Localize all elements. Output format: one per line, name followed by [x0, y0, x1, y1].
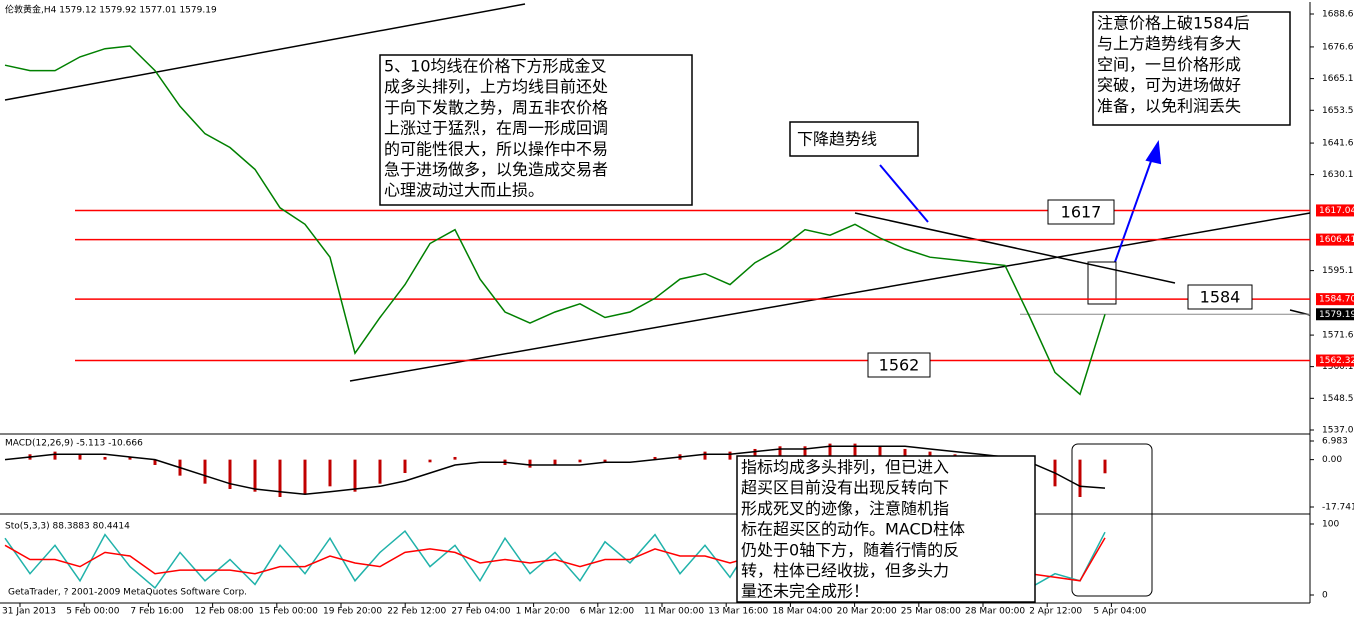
note-text: 仍处于0轴下方，随着行情的反: [741, 540, 959, 559]
price-tag: [1316, 233, 1354, 246]
y-tick-label: 1688.65: [1322, 10, 1354, 20]
price-tag-label: 1562.32: [1319, 356, 1354, 366]
x-tick-label: 2 Apr 12:00: [1029, 607, 1082, 617]
note-text: 标在超买区的动作。MACD柱体: [741, 520, 965, 539]
x-tick-label: 1 Mar 20:00: [516, 607, 571, 617]
price-tag: [1316, 293, 1354, 306]
note-text: 心理波动过大而止损。: [384, 181, 544, 200]
note-text: 成多头排列，上方均线目前还处: [384, 77, 608, 96]
note-text: 空间，一旦价格形成: [1097, 55, 1241, 74]
y-tick-label: 1560.10: [1322, 362, 1354, 372]
price-tag-box: [867, 352, 931, 378]
x-tick-label: 25 Mar 08:00: [901, 607, 961, 617]
note-box: [379, 54, 693, 206]
trend-lines: [4, 3, 1311, 382]
x-tick-label: 28 Mar 00:00: [965, 607, 1025, 617]
y-tick-label: 0: [1322, 591, 1328, 601]
x-tick-label: 19 Feb 20:00: [323, 607, 382, 617]
x-tick-label: 22 Feb 12:00: [387, 607, 446, 617]
y-tick-label: 1548.55: [1322, 394, 1354, 404]
x-tick-label: 20 Mar 20:00: [837, 607, 897, 617]
price-tag-label: 1606.41: [1319, 235, 1354, 245]
x-tick-label: 15 Feb 00:00: [259, 607, 318, 617]
price-tag: [1316, 308, 1354, 321]
pane-title: Sto(5,3,3) 88.3883 80.4414: [5, 522, 130, 532]
price-tag-text: 1562: [879, 356, 920, 375]
series-line: [4, 45, 1106, 396]
price-tag-text: 1584: [1200, 288, 1241, 307]
price-tag-label: 1579.19: [1319, 310, 1354, 320]
x-tick-label: 11 Mar 00:00: [644, 607, 704, 617]
x-tick-label: 5 Feb 00:00: [66, 607, 120, 617]
y-tick-label: 1630.10: [1322, 170, 1354, 180]
y-tick-label: 1653.55: [1322, 106, 1354, 116]
price-tag-box: [1187, 284, 1253, 310]
price-tag-label: 1617.04: [1319, 206, 1354, 216]
highlight-box: [1071, 443, 1153, 597]
y-tick-label: 1665.10: [1322, 74, 1354, 84]
note-text: 的可能性很大，所以操作中不易: [384, 139, 608, 158]
y-tick-label: 1571.60: [1322, 331, 1354, 341]
note-text: 突破，可为进场做好: [1097, 76, 1241, 95]
pane-title: MACD(12,26,9) -5.113 -10.666: [5, 439, 143, 449]
y-tick-label: 100: [1322, 520, 1339, 530]
arrows: [879, 140, 1162, 263]
y-tick-label: 1537.00: [1322, 426, 1354, 436]
price-tag-box: [1047, 199, 1115, 225]
note-text: 量还未完全成形！: [741, 582, 869, 601]
x-tick-label: 5 Apr 04:00: [1093, 607, 1146, 617]
note-text: 注意价格上破1584后: [1097, 14, 1250, 33]
note-box: [789, 121, 919, 157]
note-text: 指标均成多头排列，但已进入: [741, 458, 949, 477]
note-text: 形成死叉的迹像，注意随机指: [741, 499, 949, 518]
x-tick-label: 7 Feb 16:00: [130, 607, 184, 617]
note-text: 准备，以免利润丢失: [1097, 96, 1241, 115]
price-tag-text: 1617: [1061, 203, 1102, 222]
note-text: 下降趋势线: [797, 130, 877, 149]
series-line: [4, 445, 1106, 496]
chart-header: 伦敦黄金,H4 1579.12 1579.92 1577.01 1579.19: [5, 4, 217, 16]
y-tick-label: 1641.60: [1322, 139, 1354, 149]
note-box: [1092, 11, 1291, 126]
note-text: 超买区目前没有出现反转向下: [741, 478, 949, 497]
note-text: 5、10均线在价格下方形成金叉: [384, 57, 607, 76]
copyright: GetaTrader, ? 2001-2009 MetaQuotes Softw…: [8, 588, 247, 598]
note-text: 急于进场做多，以免造成交易者: [384, 160, 608, 179]
x-tick-label: 31 Jan 2013: [2, 607, 56, 617]
x-tick-label: 27 Feb 04:00: [451, 607, 510, 617]
price-tag: [1316, 354, 1354, 367]
note-box: [736, 455, 1036, 603]
x-tick-label: 6 Mar 12:00: [580, 607, 635, 617]
x-tick-label: 18 Mar 04:00: [772, 607, 832, 617]
y-tick-label: 1676.65: [1322, 42, 1354, 52]
note-text: 上涨过于猛烈，在周一形成回调: [384, 119, 608, 138]
note-text: 于向下发散之势，周五非农价格: [384, 98, 608, 117]
y-tick-label: 1595.10: [1322, 266, 1354, 276]
x-tick-label: 13 Mar 16:00: [708, 607, 768, 617]
price-tag-label: 1584.70: [1319, 295, 1354, 305]
frame: [0, 2, 1311, 604]
note-text: 转，柱体已经收拢，但多头力: [741, 561, 949, 580]
y-tick-label: -17.741: [1322, 503, 1354, 513]
x-tick-label: 12 Feb 08:00: [195, 607, 254, 617]
price-tag: [1316, 204, 1354, 217]
note-text: 与上方趋势线有多大: [1097, 34, 1241, 53]
highlight-box: [1087, 261, 1117, 305]
y-tick-label: 6.983: [1322, 437, 1348, 447]
y-tick-label: 0.00: [1322, 455, 1342, 465]
